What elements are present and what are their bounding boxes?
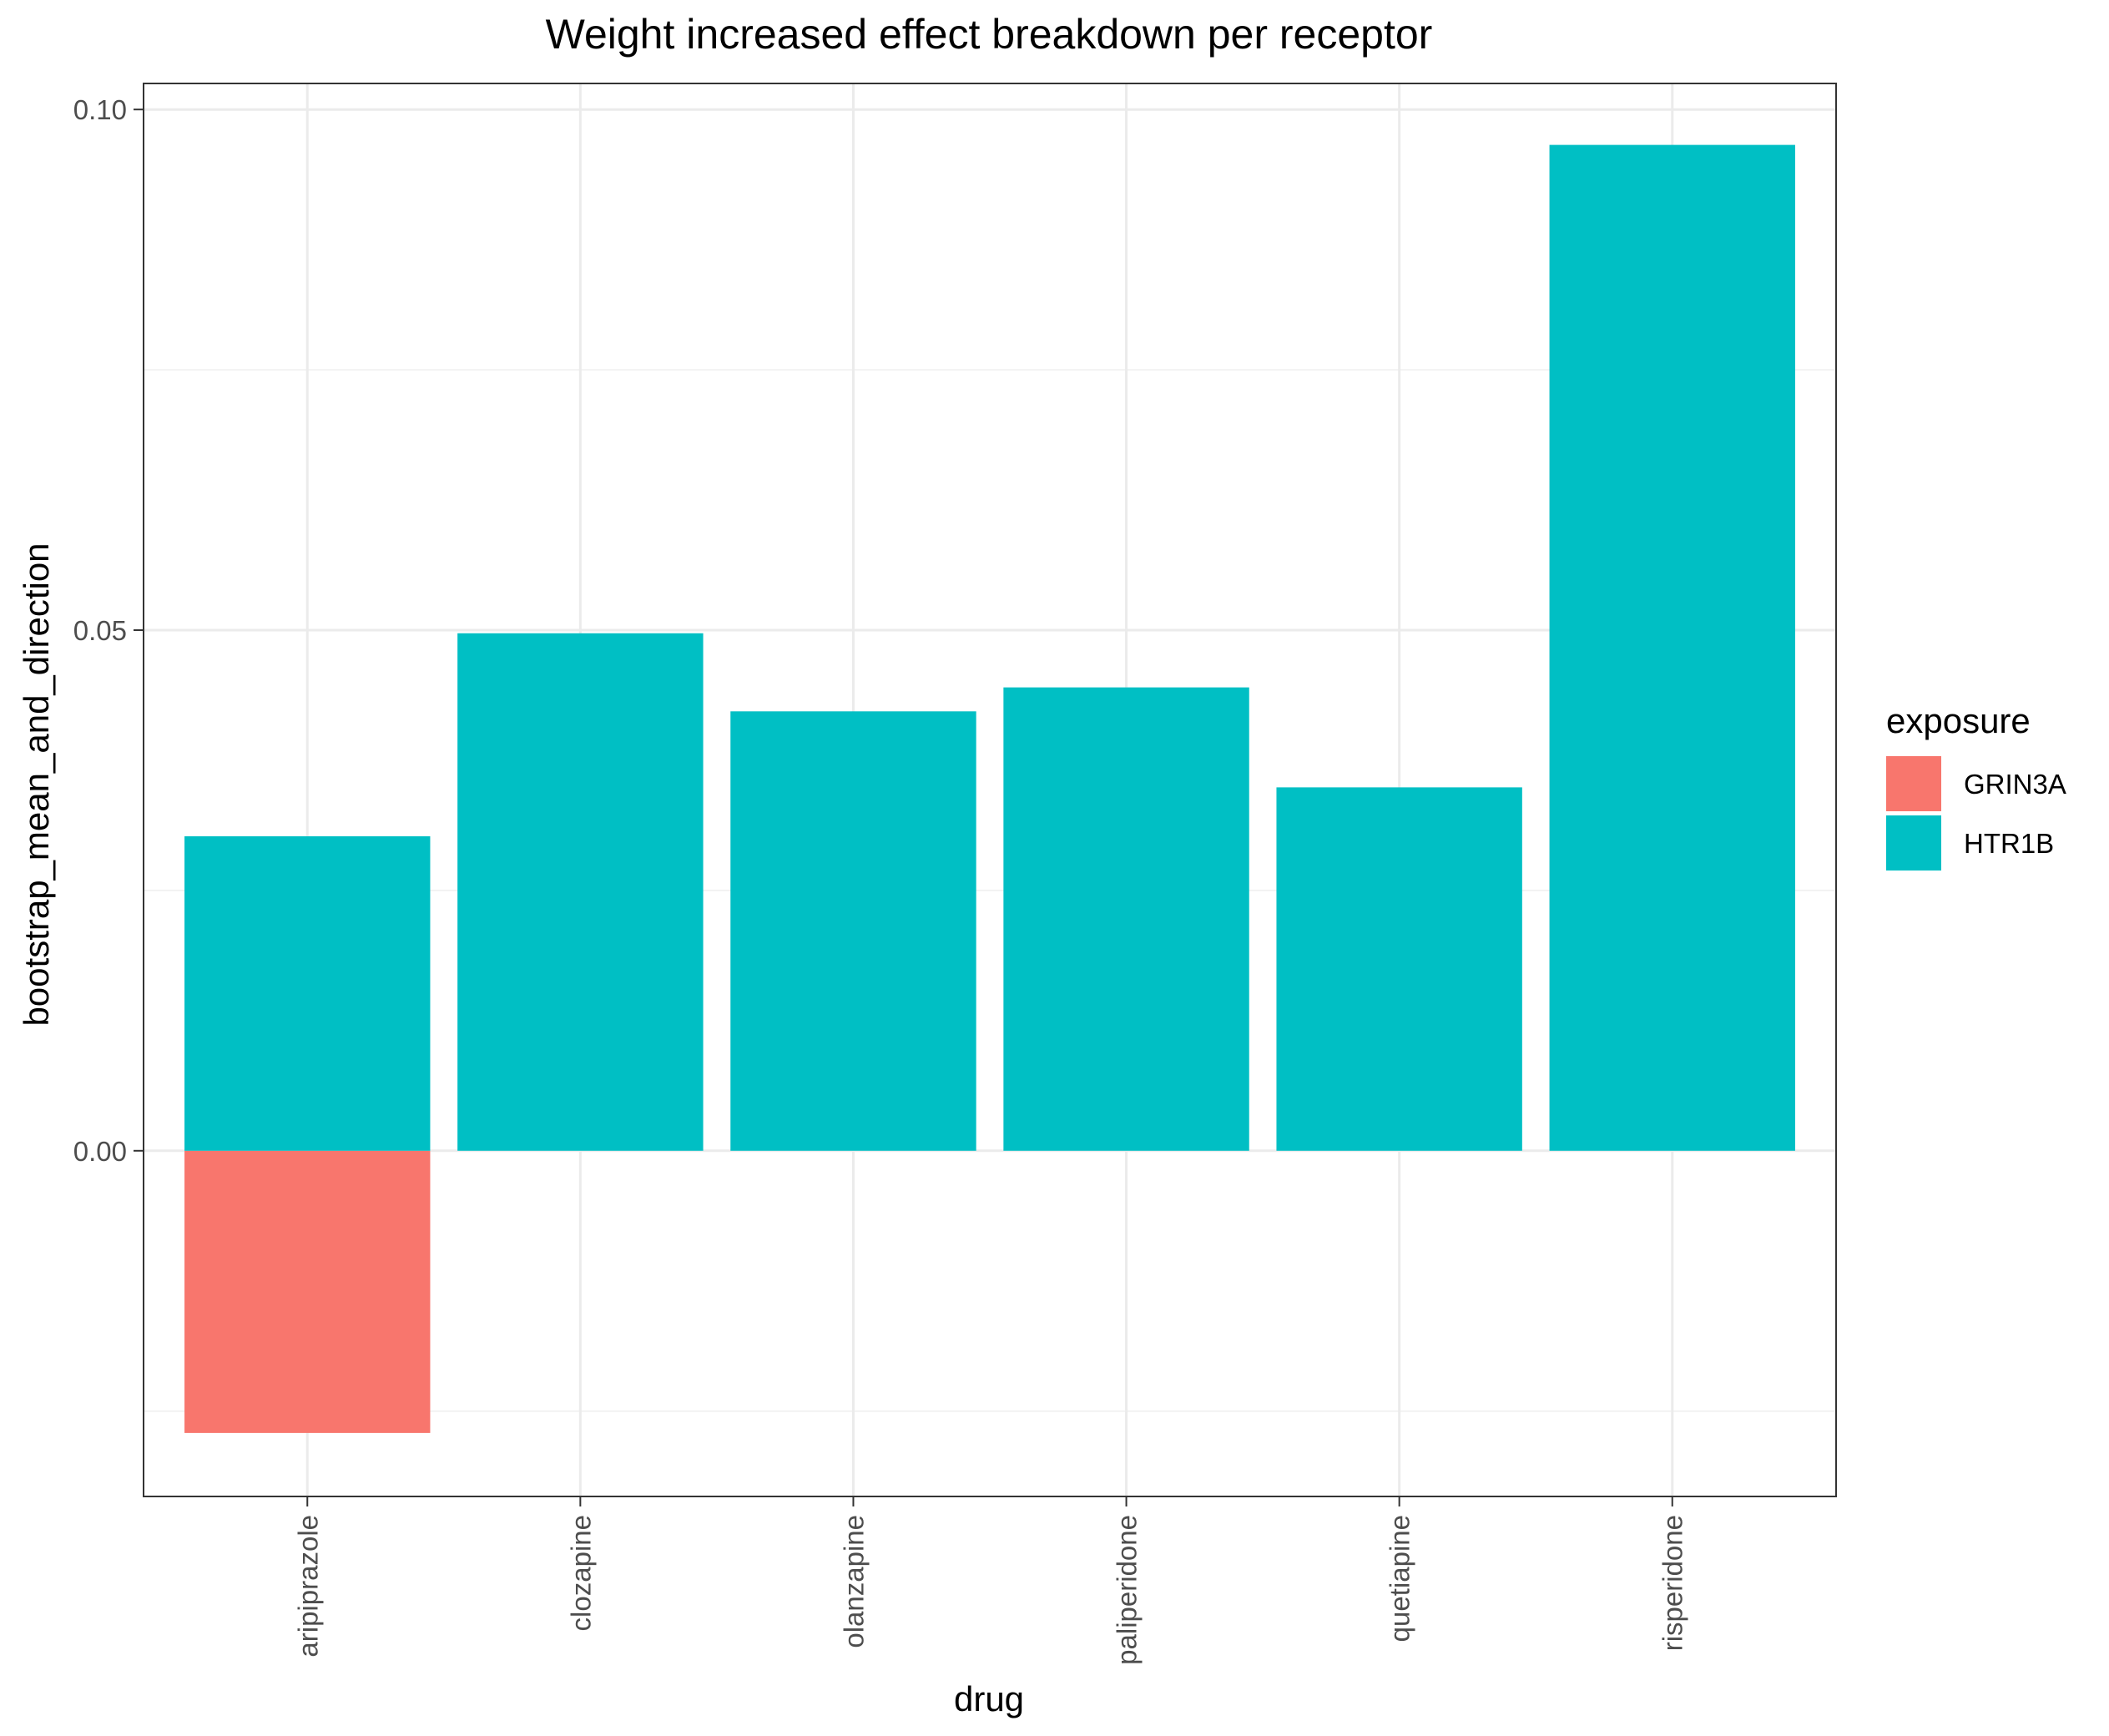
- legend-label: GRIN3A: [1964, 769, 2066, 800]
- x-tick-label: olanzapine: [838, 1515, 869, 1648]
- axes: 0.00 0.05 0.10 aripiprazole clozapine olanzap…: [73, 94, 1688, 1665]
- legend-label: HTR1B: [1964, 828, 2054, 859]
- bar-aripiprazole-GRIN3A: [184, 1150, 431, 1433]
- bar-aripiprazole-HTR1B: [184, 836, 431, 1151]
- bar-clozapine-HTR1B: [457, 633, 704, 1151]
- x-tick-label: risperidone: [1657, 1515, 1688, 1651]
- bar-risperidone-HTR1B: [1549, 144, 1795, 1151]
- y-tick-label: 0.05: [73, 615, 127, 646]
- legend-key-GRIN3A: [1886, 756, 1941, 811]
- y-tick-label: 0.00: [73, 1136, 127, 1167]
- bar-quetiapine-HTR1B: [1276, 787, 1522, 1151]
- x-tick-label: clozapine: [565, 1515, 596, 1631]
- chart-title: Weight increased effect breakdown per re…: [546, 11, 1433, 58]
- legend-key-HTR1B: [1886, 815, 1941, 871]
- bar-olanzapine-HTR1B: [730, 711, 976, 1151]
- panel-border: [143, 83, 1837, 1497]
- x-tick-label: paliperidone: [1112, 1515, 1143, 1665]
- legend-title: exposure: [1886, 701, 2031, 740]
- bar-paliperidone-HTR1B: [1003, 687, 1249, 1151]
- x-tick-label: quetiapine: [1385, 1515, 1415, 1642]
- bars: [184, 144, 1795, 1433]
- y-tick-label: 0.10: [73, 94, 127, 125]
- legend: exposure GRIN3A HTR1B: [1886, 701, 2066, 871]
- x-tick-label: aripiprazole: [292, 1515, 323, 1658]
- x-axis-title: drug: [954, 1679, 1024, 1718]
- y-axis-title: bootstrap_mean_and_direction: [17, 542, 56, 1026]
